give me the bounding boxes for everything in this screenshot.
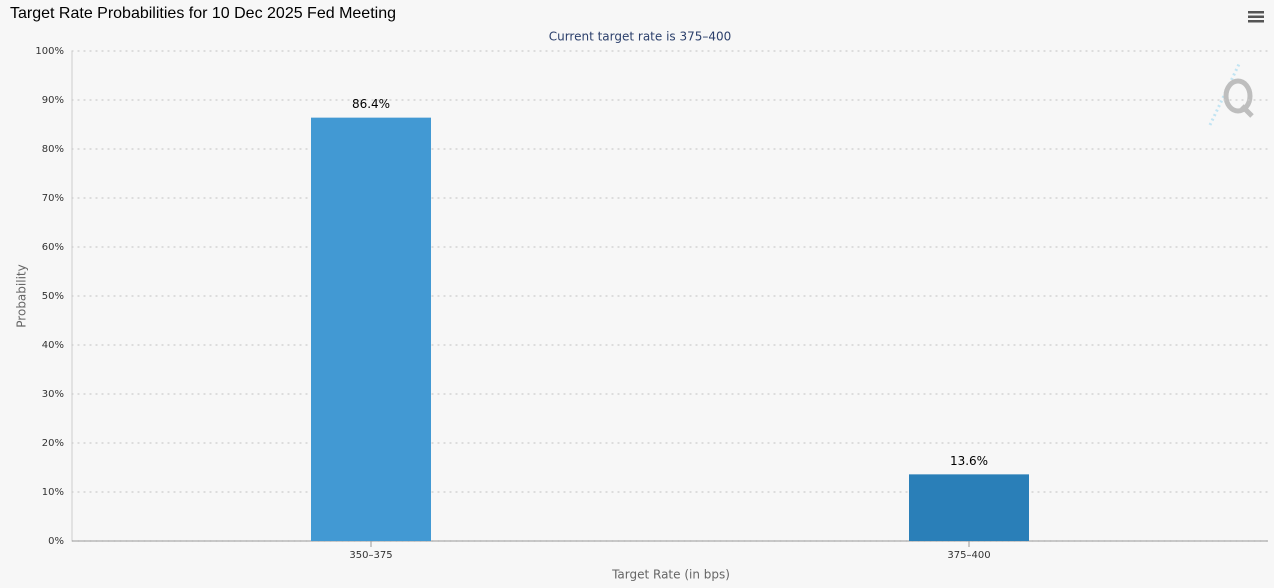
- y-tick-label: 70%: [42, 193, 64, 204]
- watermark-stroke: [1208, 61, 1242, 126]
- watermark: [1208, 61, 1254, 126]
- y-tick-label: 100%: [35, 46, 64, 57]
- y-tick-label: 40%: [42, 340, 64, 351]
- y-tick-label: 50%: [42, 291, 64, 302]
- x-axis-label: Target Rate (in bps): [611, 568, 730, 582]
- y-tick-label: 0%: [48, 536, 64, 547]
- chart-title: Target Rate Probabilities for 10 Dec 202…: [10, 5, 396, 22]
- y-tick-label: 80%: [42, 144, 64, 155]
- data-label: 13.6%: [950, 454, 988, 468]
- y-tick-label: 90%: [42, 95, 64, 106]
- y-tick-label: 20%: [42, 438, 64, 449]
- menu-line: [1248, 15, 1264, 18]
- y-axis-label: Probability: [15, 264, 29, 327]
- bar: [311, 117, 431, 541]
- x-tick-label: 375–400: [947, 550, 990, 561]
- chart-subtitle: Current target rate is 375–400: [549, 30, 732, 44]
- y-tick-label: 30%: [42, 389, 64, 400]
- data-label: 86.4%: [352, 97, 390, 111]
- x-tick-label: 350–375: [349, 550, 392, 561]
- watermark-ring: [1223, 78, 1253, 114]
- menu-line: [1248, 11, 1264, 14]
- menu-line: [1248, 20, 1264, 23]
- watermark-tail: [1240, 104, 1254, 118]
- bar: [909, 474, 1029, 541]
- menu-button[interactable]: [1240, 6, 1270, 28]
- y-tick-label: 10%: [42, 487, 64, 498]
- y-tick-label: 60%: [42, 242, 64, 253]
